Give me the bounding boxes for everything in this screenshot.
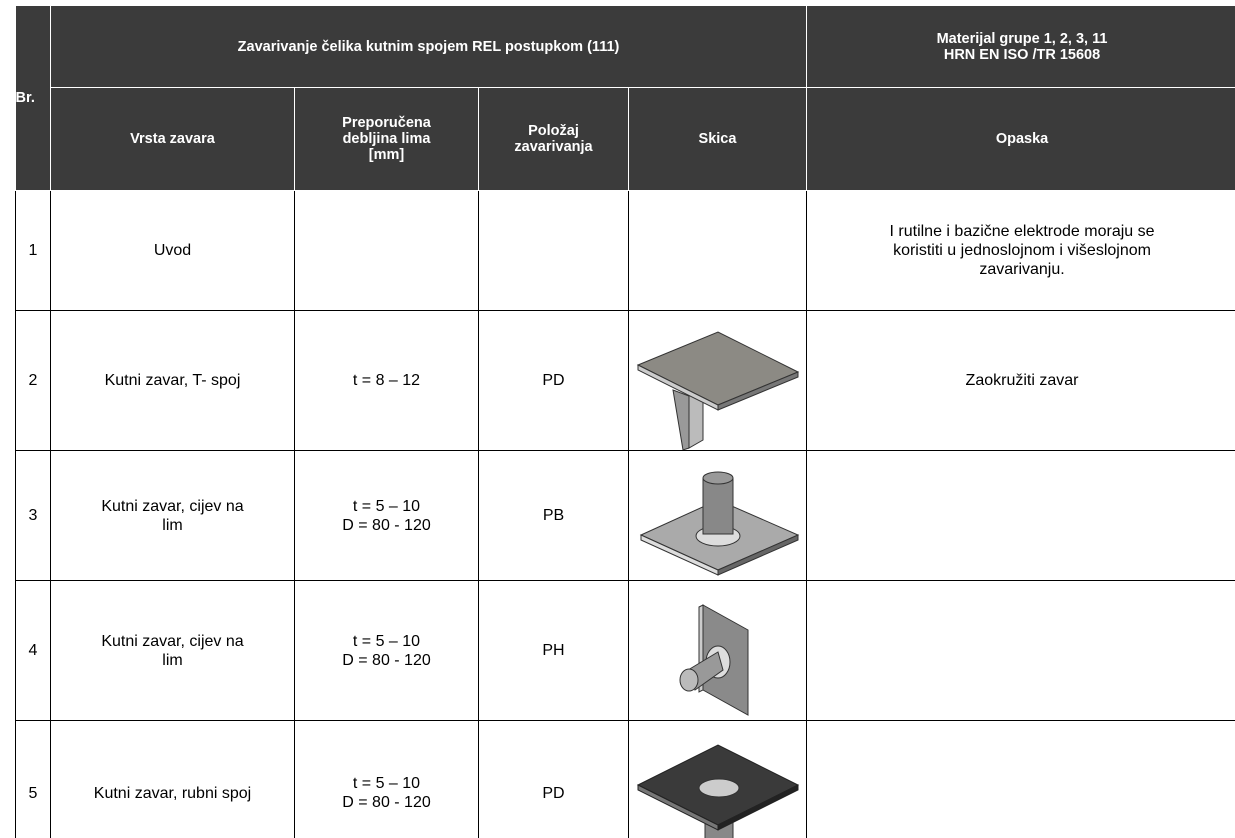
pipe-wall-sketch — [679, 604, 748, 716]
row-number: 1 — [15, 190, 51, 311]
position: PH — [478, 580, 629, 721]
position: PD — [478, 720, 629, 838]
thickness: t = 5 – 10 D = 80 - 120 — [294, 580, 479, 721]
pipe-plate-sketch — [639, 471, 799, 576]
note — [806, 450, 1235, 581]
position: PD — [478, 310, 629, 451]
weld-type: Kutni zavar, T- spoj — [50, 310, 295, 451]
note: Zaokružiti zavar — [806, 310, 1235, 451]
weld-type: Uvod — [50, 190, 295, 311]
sketch — [627, 580, 808, 721]
thickness: t = 5 – 10 D = 80 - 120 — [294, 450, 479, 581]
material-header: Materijal grupe 1, 2, 3, 11 HRN EN ISO /… — [806, 5, 1235, 88]
note: I rutilne i bazične elektrode moraju se … — [806, 190, 1235, 311]
col-header: Preporučena debljina lima [mm] — [294, 87, 479, 191]
edge-joint-sketch — [636, 744, 799, 838]
col-header: Položaj zavarivanja — [478, 87, 629, 191]
col-header: Skica — [627, 87, 808, 191]
t-joint-sketch — [636, 331, 799, 450]
sketch — [627, 720, 808, 838]
sketch — [627, 310, 808, 451]
position — [478, 190, 629, 311]
note — [806, 580, 1235, 721]
weld-table: Br. Zavarivanje čelika kutnim spojem REL… — [15, 5, 1235, 838]
sketch — [627, 190, 808, 311]
table-container: Br. Zavarivanje čelika kutnim spojem REL… — [15, 5, 1235, 838]
row-number: 5 — [15, 720, 51, 838]
thickness — [294, 190, 479, 311]
thickness: t = 5 – 10 D = 80 - 120 — [294, 720, 479, 838]
weld-type: Kutni zavar, cijev na lim — [50, 450, 295, 581]
sketch — [627, 450, 808, 581]
col-header: Vrsta zavara — [50, 87, 295, 191]
col-number-header: Br. — [15, 5, 51, 191]
row-number: 4 — [15, 580, 51, 721]
note — [806, 720, 1235, 838]
row-number: 3 — [15, 450, 51, 581]
thickness: t = 8 – 12 — [294, 310, 479, 451]
position: PB — [478, 450, 629, 581]
col-header: Opaska — [806, 87, 1235, 191]
weld-type: Kutni zavar, cijev na lim — [50, 580, 295, 721]
row-number: 2 — [15, 310, 51, 451]
weld-type: Kutni zavar, rubni spoj — [50, 720, 295, 838]
table-title: Zavarivanje čelika kutnim spojem REL pos… — [49, 5, 808, 88]
